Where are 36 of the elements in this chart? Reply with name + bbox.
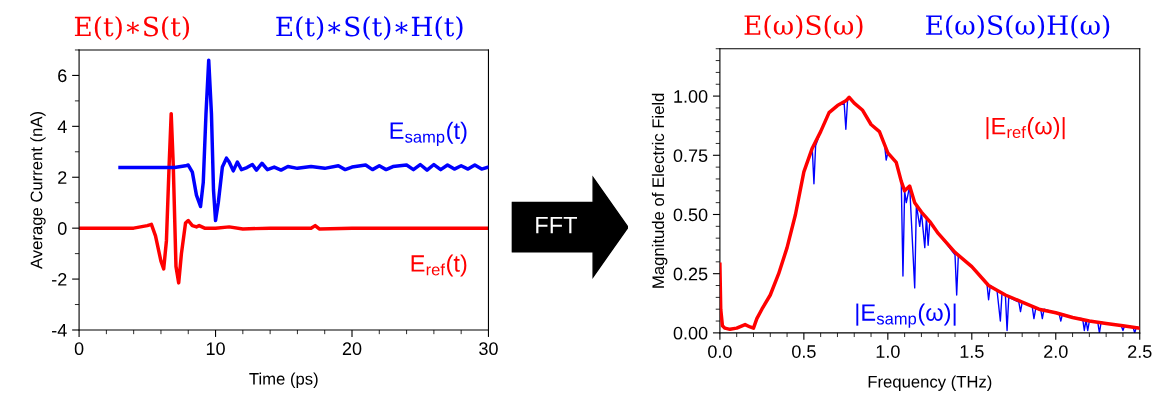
x-tick-label: 2.0 [1044, 345, 1068, 358]
chart-subtitle: E(t)∗S(t)∗H(t) [276, 16, 463, 41]
x-tick-label: 1.0 [876, 345, 900, 358]
text: |E$_{ref}$(ω)| [986, 117, 1065, 140]
y-tick-label: 0.50 [673, 208, 708, 222]
chart-title: E(ω)S(ω) [744, 14, 863, 39]
x-tick-label: 1.5 [960, 345, 984, 358]
x-tick-label: 30 [479, 342, 498, 356]
chart-subtitle: E(ω)S(ω)H(ω) [926, 14, 1110, 39]
y-tick-label: 0.25 [673, 267, 708, 281]
x-axis-title: Frequency (THz) [868, 375, 992, 391]
y-tick-label: 0.75 [673, 149, 708, 163]
x-tick-label: 20 [342, 342, 362, 356]
y-axis-title: Magnitude of Electric Field [651, 93, 668, 288]
y-tick-label: 2 [58, 171, 67, 184]
series-label: E$_{ref}$(t) [411, 254, 467, 277]
x-tick-label: 0 [74, 342, 84, 356]
series-label: E$_{samp}$(t) [390, 121, 467, 146]
x-axis-title: Time (ps) [249, 372, 318, 389]
y-tick-label: 0.00 [673, 326, 708, 340]
series-label: |E$_{samp}$(ω)| [856, 303, 956, 328]
y-tick-label: 6 [58, 69, 67, 83]
x-tick-label: 2.5 [1128, 345, 1152, 358]
x-tick-label: 0.0 [708, 345, 732, 358]
y-tick-label: -2 [52, 273, 67, 286]
y-tick-label: 0 [57, 222, 67, 235]
line-series [79, 111, 489, 285]
y-tick-label: -4 [52, 324, 67, 337]
y-axis-title: Average Current (nA) [30, 111, 46, 269]
chart-title: E(t)∗S(t) [74, 16, 190, 41]
y-tick-label: 1.00 [674, 90, 708, 103]
y-tick-label: 4 [57, 120, 67, 133]
line-series [118, 58, 489, 223]
x-tick-label: 0.5 [792, 345, 816, 358]
text: FFT [536, 217, 578, 234]
x-tick-label: 10 [206, 342, 225, 356]
